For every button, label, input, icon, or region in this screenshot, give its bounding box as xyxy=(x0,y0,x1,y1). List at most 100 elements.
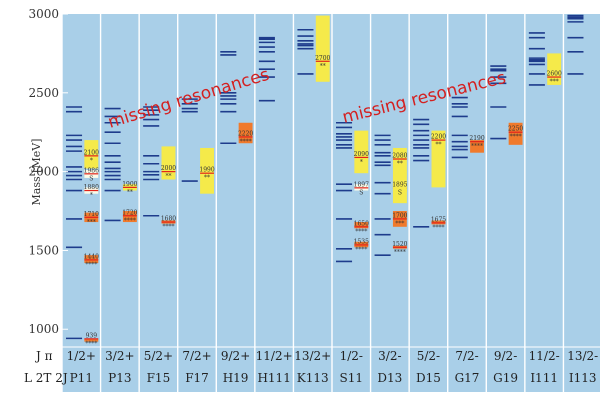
observed-rating-p11-1880: * xyxy=(90,192,93,199)
observed-mass-label-g17-2190: 2190 xyxy=(469,135,484,142)
observed-rating-d13-1700: *** xyxy=(395,220,404,227)
observed-mass-label-d15-1675: 1675 xyxy=(431,216,446,223)
observed-box-g17-2190 xyxy=(470,140,484,153)
observed-rating-p13-1900: ** xyxy=(127,189,133,196)
observed-mass-label-d13-1700: 1700 xyxy=(392,212,407,219)
observed-rating-g17-2190: **** xyxy=(471,143,483,150)
observed-mass-label-d15-2200: 2200 xyxy=(431,134,446,141)
observed-rating-p13-1720: **** xyxy=(124,217,136,224)
column-jp-d15: 5/2- xyxy=(417,349,440,363)
observed-rating-f17-1990: ** xyxy=(204,175,210,182)
column-wave-d15: D15 xyxy=(416,371,441,385)
observed-rating-s11-1650: **** xyxy=(355,228,367,235)
observed-mass-label-p11-1986: 1986 xyxy=(84,167,99,174)
observed-rating-d13-1520: **** xyxy=(394,249,406,256)
observed-mass-label-p13-1720: 1720 xyxy=(122,209,137,216)
observed-mass-label-f17-1990: 1990 xyxy=(199,167,214,174)
observed-mass-label-d13-1520: 1520 xyxy=(392,241,407,248)
column-divider-layer xyxy=(61,14,600,392)
column-wave-p11: P11 xyxy=(70,371,93,385)
column-wave-h111: H111 xyxy=(257,371,290,385)
column-wave-f15: F15 xyxy=(147,371,171,385)
column-jp-i113: 13/2- xyxy=(567,349,598,363)
observed-mass-label-p11-2100: 2100 xyxy=(84,149,99,156)
observed-box-k113-2700 xyxy=(315,15,330,82)
observed-mass-label-i111-2600: 2600 xyxy=(547,71,562,78)
column-jp-f15: 5/2+ xyxy=(144,349,173,363)
y-tick-label-2000: 2000 xyxy=(28,165,59,179)
column-jp-g17: 7/2- xyxy=(455,349,478,363)
observed-rating-s11-2090: * xyxy=(360,159,363,166)
y-tick-label-2500: 2500 xyxy=(28,86,59,100)
header-row2-label: L 2T 2J xyxy=(24,371,68,385)
column-wave-i113: I113 xyxy=(569,371,597,385)
observed-rating-k113-2700: ** xyxy=(320,63,326,70)
observed-mass-label-k113-2700: 2700 xyxy=(315,55,330,62)
observed-mass-label-p11-939: 939 xyxy=(86,332,98,339)
observed-mass-label-f15-1680: 1680 xyxy=(161,216,176,223)
observed-box-p11-1440 xyxy=(84,255,99,264)
observed-mass-label-s11-1535: 1535 xyxy=(354,238,369,245)
column-wave-i111: I111 xyxy=(530,371,558,385)
observed-box-d15-2200 xyxy=(431,130,446,188)
observed-mass-label-p11-1440: 1440 xyxy=(84,253,99,260)
column-jp-p13: 3/2+ xyxy=(105,349,134,363)
observed-rating-f15-2000: ** xyxy=(165,173,171,180)
observed-box-layer xyxy=(84,15,562,342)
observed-box-s11-2090 xyxy=(354,130,369,174)
observed-rating-p11-1710: *** xyxy=(87,219,96,226)
observed-box-s11-1650 xyxy=(354,222,369,229)
observed-rating-d13-1895: S xyxy=(398,190,402,197)
y-axis-layer: Mass [MeV] 1000 1500 2000 2500 3000 xyxy=(28,7,68,336)
observed-mass-label-s11-2090: 2090 xyxy=(354,151,369,158)
observed-box-h19-2220 xyxy=(238,122,253,144)
column-wave-f17: F17 xyxy=(185,371,209,385)
predicted-level-layer xyxy=(66,14,584,340)
observed-rating-g19-2250: **** xyxy=(510,134,522,141)
column-jp-f17: 7/2+ xyxy=(182,349,211,363)
observed-rating-d13-2080: ** xyxy=(397,161,403,168)
column-wave-s11: S11 xyxy=(340,371,364,385)
observed-rating-d15-1675: **** xyxy=(432,224,444,231)
column-wave-g19: G19 xyxy=(493,371,518,385)
observed-mass-label-g19-2250: 2250 xyxy=(508,126,523,133)
observed-rating-p11-2100: * xyxy=(90,157,93,164)
header-row1-label: J π xyxy=(34,349,53,363)
observed-box-d13-2080 xyxy=(392,147,407,204)
observed-rating-f15-1680: **** xyxy=(162,224,174,231)
observed-rating-p11-1986: S xyxy=(89,175,93,182)
column-wave-h19: H19 xyxy=(223,371,249,385)
observed-mass-label-p11-1710: 1710 xyxy=(84,211,99,218)
column-jp-i111: 11/2- xyxy=(529,349,560,363)
column-wave-k113: K113 xyxy=(297,371,329,385)
column-jp-h111: 11/2+ xyxy=(256,349,293,363)
observed-mass-label-h19-2220: 2220 xyxy=(238,130,253,137)
column-jp-p11: 1/2+ xyxy=(67,349,96,363)
box-label-layer: 939****1440****1710***1880*1986S2100*172… xyxy=(84,55,562,348)
plot-panel xyxy=(62,14,600,392)
column-wave-p13: P13 xyxy=(108,371,131,385)
observed-rating-p11-939: **** xyxy=(85,340,97,347)
observed-box-p11-939 xyxy=(84,338,99,342)
observed-mass-label-p11-1880: 1880 xyxy=(84,184,99,191)
column-wave-d13: D13 xyxy=(377,371,402,385)
observed-box-p13-1720 xyxy=(122,211,137,223)
observed-mass-label-p13-1900: 1900 xyxy=(122,181,137,188)
y-tick-label-3000: 3000 xyxy=(28,7,59,21)
observed-rating-d15-2200: ** xyxy=(435,142,441,149)
observed-box-p11-2100 xyxy=(84,140,99,169)
observed-rating-s11-1897: S xyxy=(359,189,363,196)
observed-box-f17-1990 xyxy=(200,147,214,194)
column-jp-d13: 3/2- xyxy=(378,349,401,363)
y-axis-title: Mass [MeV] xyxy=(30,139,43,206)
y-tick-label-1500: 1500 xyxy=(28,243,59,257)
observed-rating-p11-1440: **** xyxy=(85,261,97,268)
column-jp-k113: 13/2+ xyxy=(294,349,331,363)
observed-box-g19-2250 xyxy=(508,122,523,145)
column-jp-s11: 1/2- xyxy=(340,349,363,363)
observed-mass-label-d13-2080: 2080 xyxy=(392,153,407,160)
observed-rating-s11-1535: **** xyxy=(355,246,367,253)
observed-mass-label-s11-1650: 1650 xyxy=(354,220,369,227)
